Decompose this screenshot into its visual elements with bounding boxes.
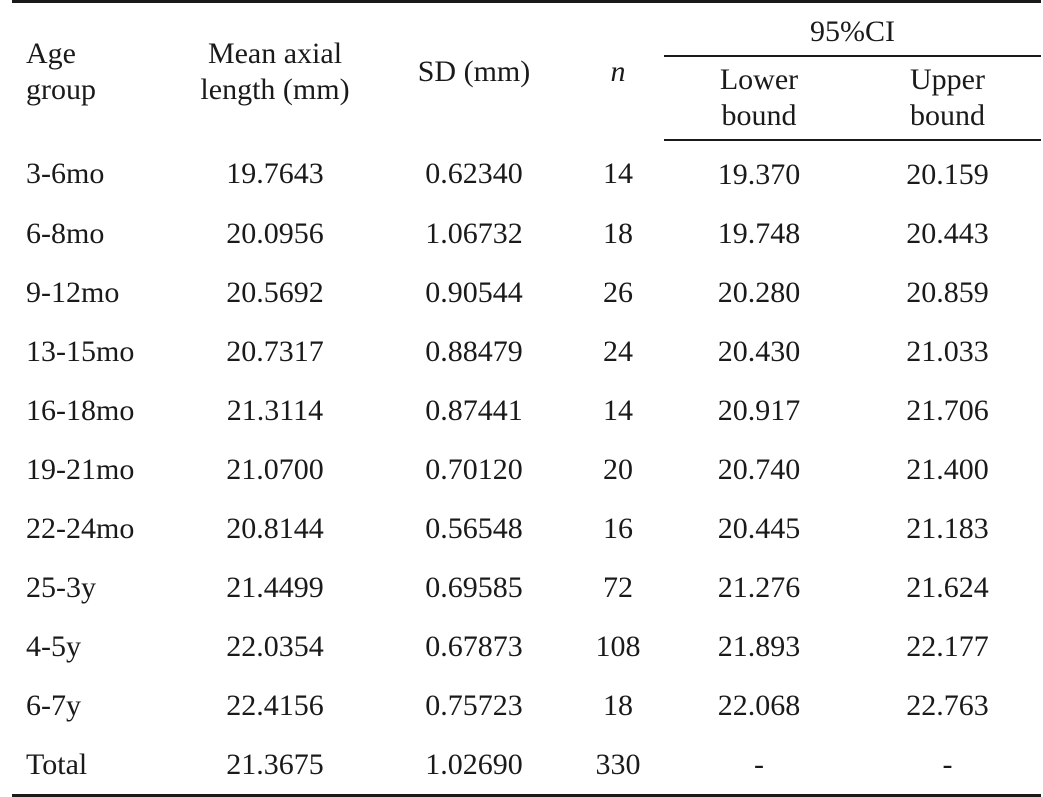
cell-age-group: 19-21mo bbox=[26, 452, 135, 486]
cell-sd: 1.06732 bbox=[425, 216, 523, 250]
cell-mean-axial-length: 20.5692 bbox=[226, 275, 324, 309]
cell-sd: 0.90544 bbox=[425, 275, 523, 309]
cell-lower-bound: 20.280 bbox=[717, 275, 801, 309]
cell-age-group: 22-24mo bbox=[26, 511, 135, 545]
data-table-container: Age group Mean axial length (mm) SD (mm)… bbox=[12, 0, 1041, 797]
header-age-group-line1: Age bbox=[26, 36, 76, 70]
cell-n: 72 bbox=[603, 570, 633, 604]
header-lower-line2: bound bbox=[721, 99, 797, 132]
header-ci: 95%CI bbox=[664, 0, 1041, 57]
cell-age-group: 25-3y bbox=[26, 570, 96, 604]
table-row: 6-8mo 20.0956 1.06732 18 19.748 20.443 bbox=[12, 204, 1041, 263]
header-age-group-line2: group bbox=[26, 72, 96, 106]
cell-mean-axial-length: 21.3675 bbox=[174, 735, 376, 797]
cell-n: 18 bbox=[603, 688, 633, 722]
cell-mean-axial-length: 22.0354 bbox=[226, 629, 324, 663]
cell-n: 16 bbox=[603, 511, 633, 545]
cell-n: 20 bbox=[603, 452, 633, 486]
cell-age-group: 9-12mo bbox=[26, 275, 120, 309]
cell-mean-axial-length: 22.4156 bbox=[226, 688, 324, 722]
cell-lower-bound: 20.445 bbox=[717, 511, 801, 545]
table-row: 22-24mo 20.8144 0.56548 16 20.445 21.183 bbox=[12, 499, 1041, 558]
table-row: 25-3y 21.4499 0.69585 72 21.276 21.624 bbox=[12, 558, 1041, 617]
cell-n: 108 bbox=[595, 629, 641, 663]
cell-n: 18 bbox=[603, 216, 633, 250]
header-age-group: Age group bbox=[12, 0, 174, 140]
cell-upper-bound: 21.706 bbox=[906, 393, 989, 427]
cell-lower-bound: 19.370 bbox=[717, 157, 801, 191]
header-upper-line2: bound bbox=[910, 99, 985, 132]
cell-lower-bound: 22.068 bbox=[717, 688, 801, 722]
cell-upper-bound: 22.177 bbox=[906, 629, 989, 663]
cell-sd: 0.69585 bbox=[425, 570, 523, 604]
cell-sd: 0.88479 bbox=[425, 334, 523, 368]
cell-lower-bound: 20.430 bbox=[717, 334, 801, 368]
cell-upper-bound: 21.624 bbox=[906, 570, 989, 604]
cell-upper-bound: 20.159 bbox=[906, 157, 989, 191]
cell-upper-bound: 20.859 bbox=[906, 275, 989, 309]
cell-mean-axial-length: 21.0700 bbox=[226, 452, 324, 486]
cell-lower-bound: - bbox=[664, 735, 854, 797]
table-row: 6-7y 22.4156 0.75723 18 22.068 22.763 bbox=[12, 676, 1041, 735]
cell-lower-bound: 20.917 bbox=[717, 393, 801, 427]
cell-lower-bound: 21.276 bbox=[717, 570, 801, 604]
header-row-sub: Lower bound Upper bound bbox=[12, 56, 1041, 141]
cell-sd: 0.56548 bbox=[425, 511, 523, 545]
cell-upper-bound: 21.183 bbox=[906, 511, 989, 545]
cell-lower-bound: 20.740 bbox=[717, 452, 801, 486]
table-row: 19-21mo 21.0700 0.70120 20 20.740 21.400 bbox=[12, 440, 1041, 499]
cell-sd: 1.02690 bbox=[376, 735, 572, 797]
cell-age-group: 6-8mo bbox=[26, 216, 105, 250]
cell-age-group: 4-5y bbox=[26, 629, 81, 663]
header-row-top: Age group Mean axial length (mm) SD (mm)… bbox=[12, 0, 1041, 140]
cell-mean-axial-length: 21.4499 bbox=[226, 570, 324, 604]
cell-mean-axial-length: 20.8144 bbox=[226, 511, 324, 545]
table-row: 16-18mo 21.3114 0.87441 14 20.917 21.706 bbox=[12, 381, 1041, 440]
cell-upper-bound: 21.400 bbox=[906, 452, 989, 486]
cell-n: 14 bbox=[603, 157, 633, 190]
header-sd: SD (mm) bbox=[376, 0, 572, 140]
table-row: Total 21.3675 1.02690 330- - bbox=[12, 735, 1041, 797]
table-row: 13-15mo 20.7317 0.88479 24 20.430 21.033 bbox=[12, 322, 1041, 381]
header-mean-line1: Mean axial bbox=[207, 36, 343, 70]
cell-mean-axial-length: 20.7317 bbox=[226, 334, 324, 368]
cell-mean-axial-length: 20.0956 bbox=[226, 216, 324, 250]
cell-age-group: 6-7y bbox=[26, 688, 81, 722]
table-body: 3-6mo 19.7643 0.62340 14 19.370 20.159 6-8mo 20… bbox=[12, 140, 1041, 797]
cell-sd: 0.67873 bbox=[425, 629, 523, 663]
cell-sd: 0.62340 bbox=[425, 157, 523, 190]
header-mean-axial-length: Mean axial length (mm) bbox=[174, 0, 376, 140]
cell-sd: 0.87441 bbox=[425, 393, 523, 427]
axial-length-table: Age group Mean axial length (mm) SD (mm)… bbox=[12, 0, 1041, 797]
header-n: n bbox=[572, 0, 664, 140]
cell-sd: 0.75723 bbox=[425, 688, 523, 722]
cell-mean-axial-length: 21.3114 bbox=[226, 393, 324, 427]
cell-age-group: 13-15mo bbox=[26, 334, 135, 368]
header-mean-line2: length (mm) bbox=[200, 72, 350, 106]
cell-age-group: Total bbox=[12, 735, 174, 797]
cell-n: 14 bbox=[603, 393, 633, 427]
cell-upper-bound: 21.033 bbox=[906, 334, 989, 368]
cell-upper-bound: 20.443 bbox=[906, 216, 989, 250]
cell-upper-bound: - bbox=[854, 735, 1041, 797]
cell-n: 26 bbox=[603, 275, 633, 309]
cell-lower-bound: 21.893 bbox=[717, 629, 801, 663]
cell-age-group: 3-6mo bbox=[26, 157, 105, 190]
cell-n: 330 bbox=[572, 735, 664, 797]
header-upper-bound: Upper bound bbox=[854, 56, 1041, 141]
header-lower-bound: Lower bound bbox=[664, 56, 854, 141]
cell-lower-bound: 19.748 bbox=[717, 216, 801, 250]
table-row: 4-5y 22.0354 0.67873 108 21.893 22.177 bbox=[12, 617, 1041, 676]
cell-age-group: 16-18mo bbox=[26, 393, 135, 427]
cell-upper-bound: 22.763 bbox=[906, 688, 989, 722]
table-row: 3-6mo 19.7643 0.62340 14 19.370 20.159 bbox=[12, 140, 1041, 204]
cell-mean-axial-length: 19.7643 bbox=[226, 157, 324, 190]
cell-n: 24 bbox=[603, 334, 633, 368]
cell-sd: 0.70120 bbox=[425, 452, 523, 486]
table-row: 9-12mo 20.5692 0.90544 26 20.280 20.859 bbox=[12, 263, 1041, 322]
header-upper-line1: Upper bbox=[910, 63, 985, 96]
header-lower-line1: Lower bbox=[719, 63, 799, 96]
table-header: Age group Mean axial length (mm) SD (mm)… bbox=[12, 0, 1041, 141]
